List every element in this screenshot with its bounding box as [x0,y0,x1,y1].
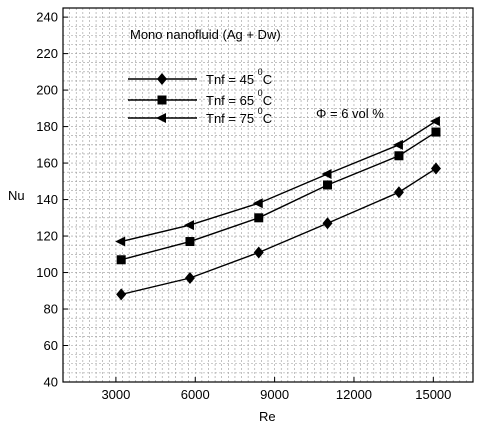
y-tick-label: 120 [36,229,58,244]
legend-label: Tnf = 65 0C [206,88,272,108]
data-point [323,180,333,190]
data-point [431,127,441,137]
series-2 [116,127,441,265]
x-tick-labels: 3000 6000 9000 12000 15000 [101,377,451,402]
grid [63,8,473,382]
data-point [116,288,127,301]
plot-frame [62,7,474,383]
y-tick-label: 220 [36,46,58,61]
x-tick-label: 15000 [415,387,451,402]
legend-entry: Tnf = 75 0C [128,106,272,126]
data-point [115,236,126,247]
legend-entry: Tnf = 45 0C [128,67,272,87]
data-point [252,198,263,209]
legend-label: Tnf = 45 0C [206,67,272,87]
y-tick-label: 140 [36,192,58,207]
series-1 [116,162,441,301]
x-axis-label: Re [259,409,276,424]
data-point [185,237,195,247]
data-point [254,213,264,223]
x-tick-label: 9000 [260,387,289,402]
y-tick-label: 40 [44,375,58,390]
data-point [429,116,440,127]
x-tick-label: 3000 [101,387,130,402]
data-point [394,151,404,161]
chart-title: Mono nanofluid (Ag + Dw) [130,27,281,42]
y-axis-label: Nu [8,188,25,203]
data-point [392,139,403,150]
y-tick-label: 160 [36,156,58,171]
legend-marker [157,73,167,85]
x-tick-label: 12000 [336,387,372,402]
legend-marker [157,95,167,105]
y-tick-label: 180 [36,119,58,134]
y-tick-label: 200 [36,83,58,98]
y-tick-label: 240 [36,10,58,25]
series-3 [115,116,440,247]
series-line [121,167,437,296]
legend-entry: Tnf = 65 0C [128,88,272,108]
series-line [121,131,437,261]
data-point [183,220,194,231]
legend-label: Tnf = 75 0C [206,106,272,126]
y-tick-label: 100 [36,265,58,280]
data-point [253,246,264,259]
data-point [321,169,332,180]
volume-fraction-annotation: Φ = 6 vol % [316,106,384,121]
y-tick-label: 80 [44,302,58,317]
data-point [184,272,195,285]
y-tick-label: 60 [44,338,58,353]
data-point [322,217,333,230]
y-tick-labels: 40 60 80 100 120 140 160 180 200 220 240 [36,10,68,390]
data-point [393,186,404,199]
x-tick-label: 6000 [181,387,210,402]
series-line [121,120,437,243]
data-point [430,162,441,175]
series-layer [115,116,441,301]
data-point [116,255,126,265]
legend-marker [156,113,166,123]
